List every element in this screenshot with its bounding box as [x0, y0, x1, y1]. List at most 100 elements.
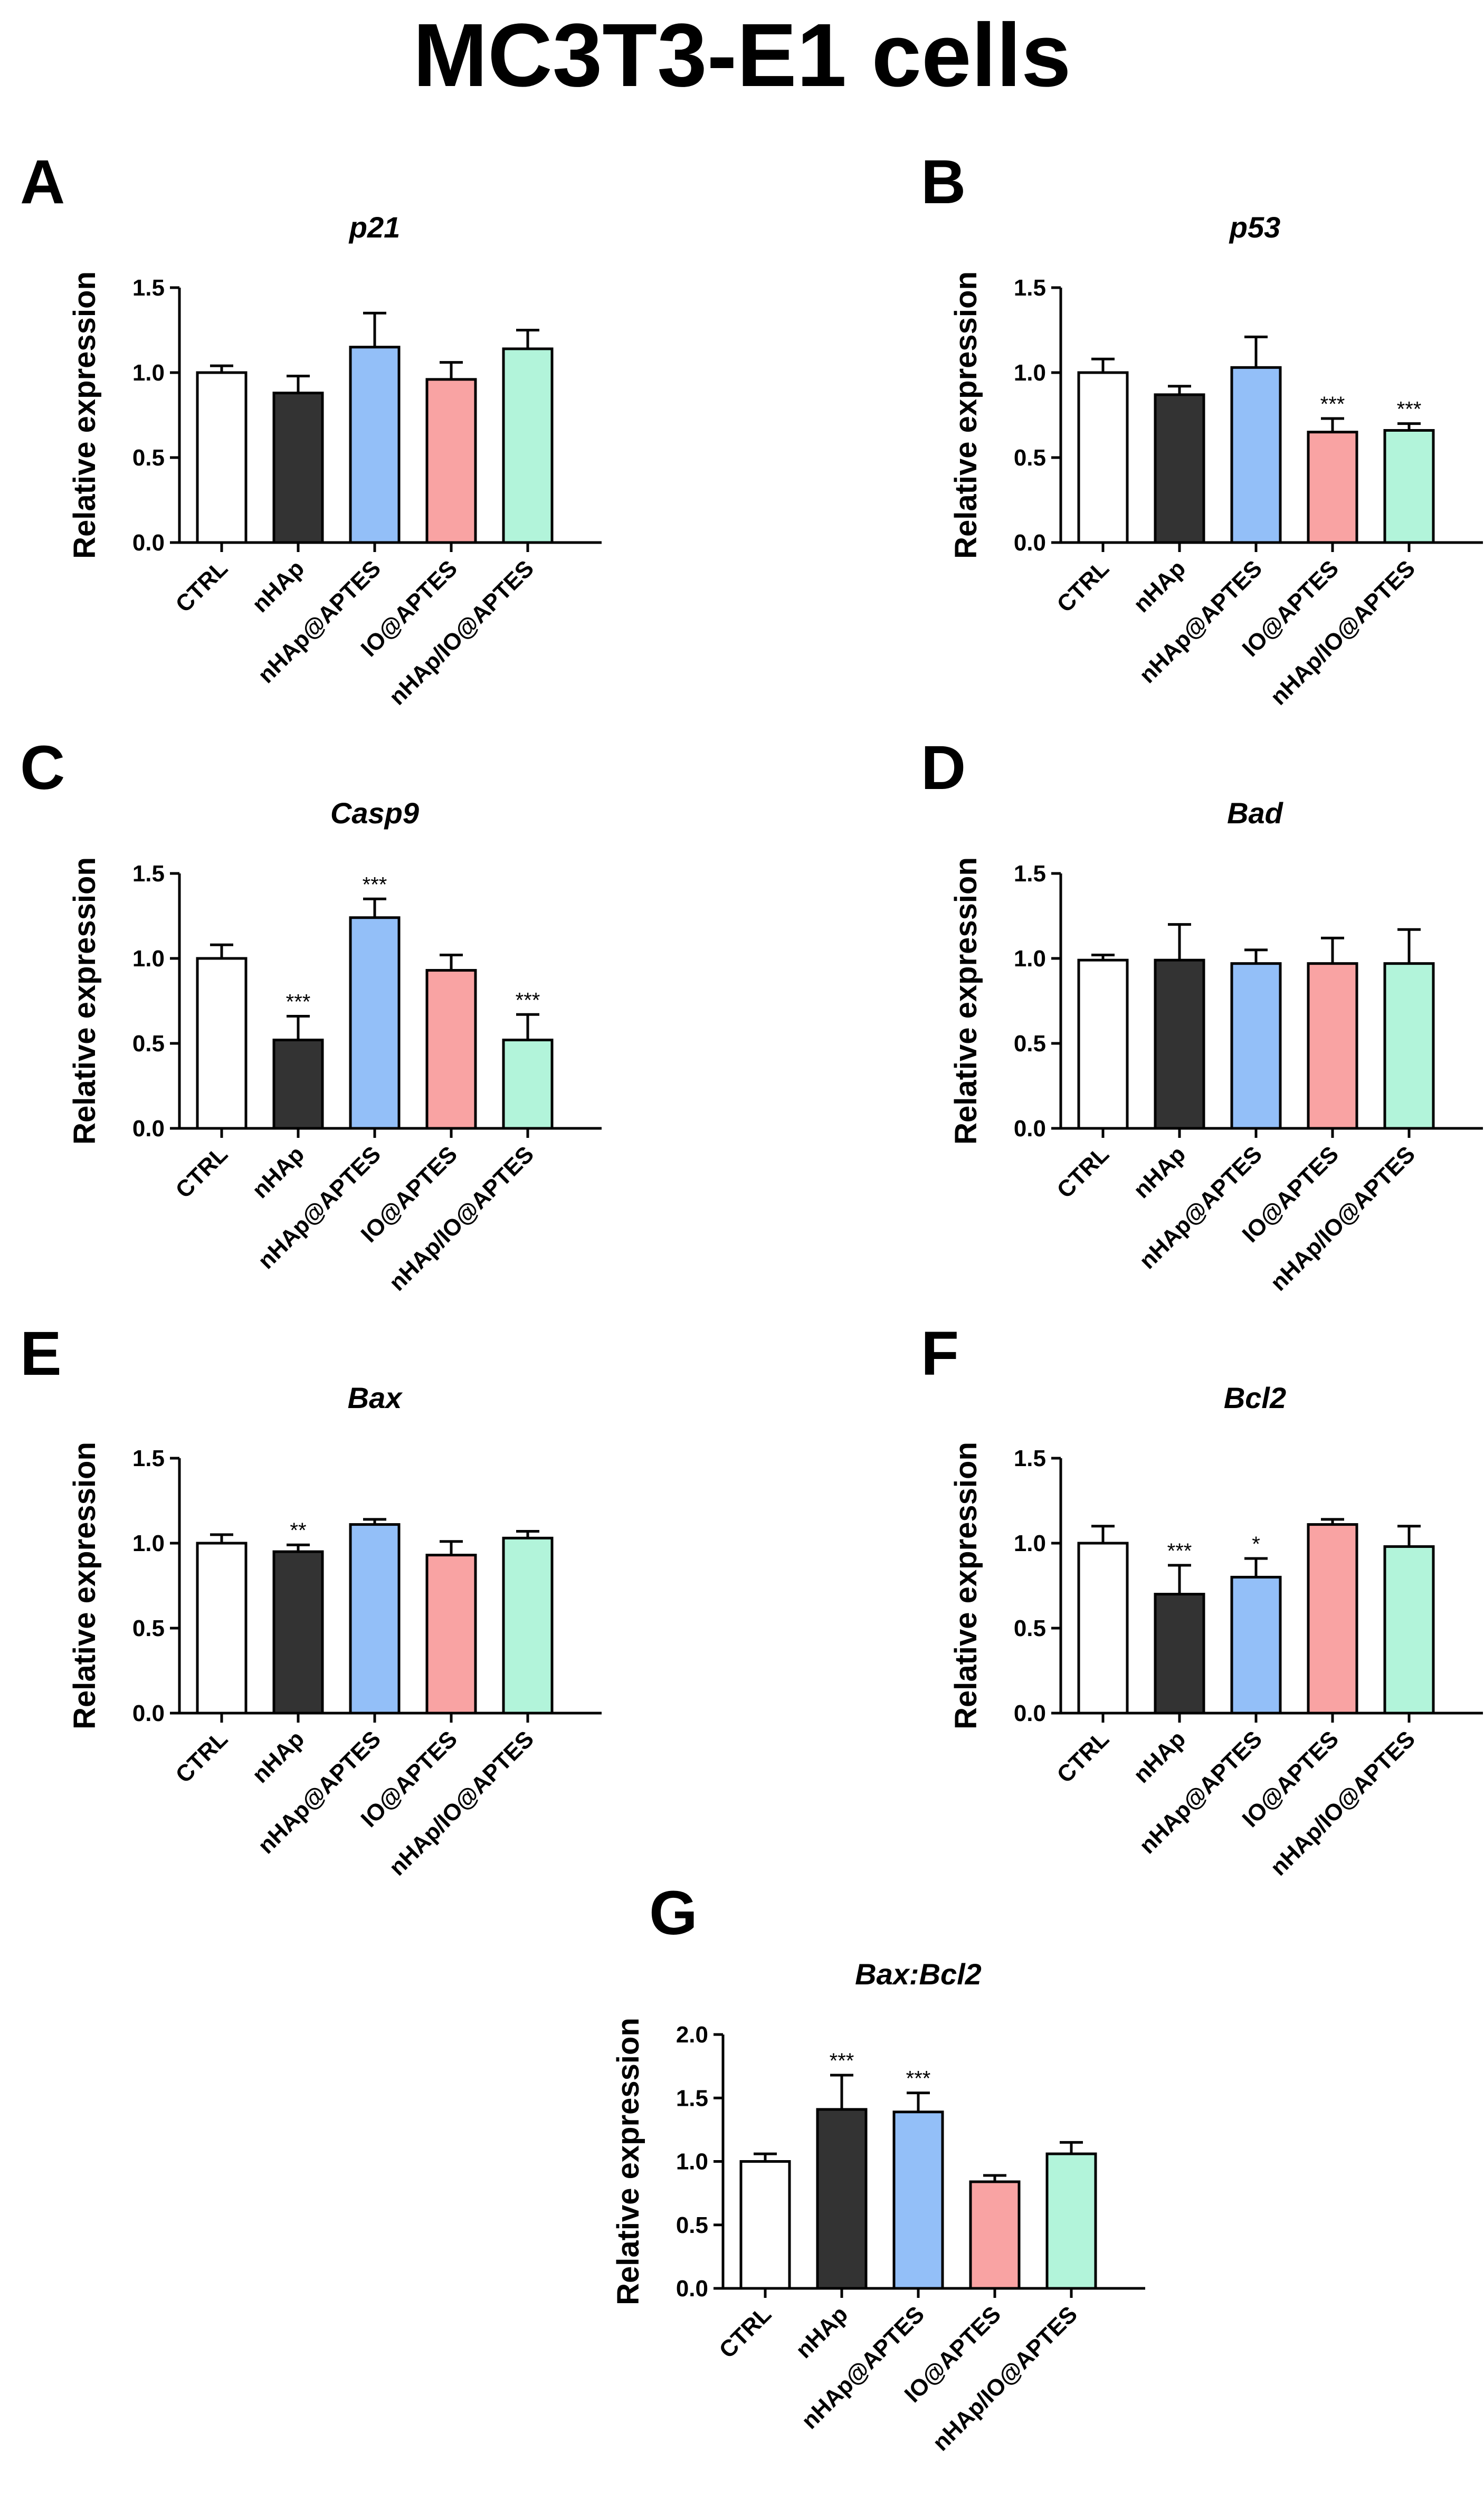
panel-c: C Casp9 Relative expression 0.0 0.5 1.0 1.5 CTR… [20, 733, 602, 1296]
bar-ctrl [739, 2160, 791, 2290]
significance-marker: *** [363, 873, 387, 896]
y-tick-label: 1.0 [132, 360, 165, 386]
x-tick-label: nHAp/IO@APTES [1266, 555, 1420, 710]
y-tick-label: 1.5 [132, 1446, 165, 1471]
bar-io-aptes [969, 2180, 1021, 2290]
y-tick-label: 0.0 [676, 2276, 708, 2302]
significance-marker: *** [1167, 1539, 1192, 1563]
bar-nhap [1154, 393, 1205, 544]
y-tick-label: 0.0 [132, 530, 165, 556]
y-axis-label: Relative expression [611, 2018, 645, 2305]
y-axis-label: Relative expression [949, 1442, 983, 1729]
panel-title: Bax:Bcl2 [855, 1957, 982, 1991]
y-tick-label: 0.5 [132, 1031, 165, 1057]
significance-marker: *** [830, 2049, 854, 2073]
significance-marker: *** [1397, 398, 1422, 421]
y-axis-label: Relative expression [68, 857, 102, 1145]
y-tick-label: 1.0 [132, 946, 165, 972]
significance-marker: *** [1320, 393, 1345, 416]
x-tick-label: nHAp [247, 1726, 309, 1788]
y-tick-label: 1.5 [132, 861, 165, 887]
y-tick-label: 0.5 [676, 2212, 708, 2238]
panel-letter: B [921, 147, 966, 217]
x-tick-label: nHAp/IO@APTES [1266, 1141, 1420, 1296]
y-tick-label: 1.0 [676, 2149, 708, 2175]
y-tick-label: 0.5 [132, 1615, 165, 1641]
x-tick-label: CTRL [170, 1141, 233, 1203]
x-tick-label: nHAp [791, 2301, 853, 2363]
bar-nhap-io-aptes [1383, 962, 1435, 1130]
bar-nhap-io-aptes [502, 1039, 554, 1130]
bar-nhap-aptes [1230, 366, 1282, 544]
panel-letter: F [921, 1319, 959, 1389]
x-tick-label: nHAp/IO@APTES [384, 555, 539, 710]
x-tick-label: CTRL [1052, 1141, 1114, 1203]
y-tick-label: 1.0 [1014, 360, 1046, 386]
y-axis-label: Relative expression [68, 271, 102, 559]
bar-nhap [272, 1039, 324, 1130]
y-tick-label: 0.5 [1014, 1031, 1046, 1057]
y-tick-label: 1.5 [1014, 861, 1046, 887]
panel-letter: D [921, 733, 966, 803]
y-tick-label: 1.0 [1014, 946, 1046, 972]
bar-io-aptes [425, 969, 477, 1130]
bar-nhap-aptes [892, 2111, 944, 2290]
x-tick-label: CTRL [1052, 555, 1114, 617]
bar-nhap-io-aptes [1383, 1545, 1435, 1715]
panel-letter: A [20, 147, 65, 217]
x-tick-label: CTRL [1052, 1726, 1114, 1788]
panel-letter: C [20, 733, 65, 803]
bar-nhap [1154, 1593, 1205, 1715]
y-tick-label: 0.0 [132, 1700, 165, 1726]
bar-ctrl [196, 1542, 248, 1715]
y-tick-label: 2.0 [676, 2022, 708, 2048]
x-tick-label: CTRL [714, 2301, 776, 2363]
x-tick-label: nHAp [1128, 555, 1191, 617]
bar-nhap-io-aptes [1383, 429, 1435, 544]
y-tick-label: 0.5 [132, 445, 165, 471]
bar-ctrl [196, 957, 248, 1130]
significance-marker: *** [906, 2067, 931, 2090]
bar-nhap-io-aptes [502, 347, 554, 544]
y-tick-label: 1.5 [1014, 275, 1046, 301]
y-tick-label: 1.0 [132, 1531, 165, 1556]
y-tick-label: 0.5 [1014, 1615, 1046, 1641]
panel-f: F Bcl2 Relative expression 0.0 0.5 1.0 1.5 CTRL… [921, 1319, 1483, 1881]
y-tick-label: 0.5 [1014, 445, 1046, 471]
panel-title: Bcl2 [1224, 1381, 1286, 1414]
panel-letter: E [20, 1319, 62, 1389]
bar-nhap-io-aptes [1045, 2152, 1097, 2290]
panel-title: Bad [1227, 796, 1284, 830]
bar-ctrl [1077, 371, 1129, 544]
x-tick-label: nHAp [1128, 1141, 1191, 1203]
bar-io-aptes [425, 378, 477, 544]
x-tick-label: nHAp/IO@APTES [384, 1726, 539, 1880]
bar-ctrl [196, 371, 248, 544]
bar-nhap [1154, 958, 1205, 1130]
panel-title: Casp9 [330, 796, 419, 830]
y-tick-label: 0.0 [132, 1116, 165, 1142]
x-tick-label: nHAp [247, 1141, 309, 1203]
y-tick-label: 0.0 [1014, 530, 1046, 556]
bar-nhap [816, 2108, 868, 2290]
bar-nhap-aptes [349, 916, 401, 1130]
bar-nhap [272, 1550, 324, 1715]
significance-marker: *** [286, 990, 311, 1013]
panel-g: G Bax:Bcl2 Relative expression 0.0 0.5 1.0 1.5… [611, 1878, 1145, 2456]
x-tick-label: nHAp/IO@APTES [928, 2301, 1082, 2456]
y-tick-label: 1.0 [1014, 1531, 1046, 1556]
bar-io-aptes [1307, 431, 1358, 544]
bar-nhap-aptes [349, 346, 401, 544]
y-tick-label: 1.5 [676, 2085, 708, 2111]
y-tick-label: 1.5 [1014, 1446, 1046, 1471]
panel-title: p21 [348, 211, 401, 244]
bar-io-aptes [425, 1554, 477, 1715]
y-tick-label: 0.0 [1014, 1700, 1046, 1726]
bar-nhap [272, 392, 324, 544]
bar-nhap-aptes [349, 1523, 401, 1715]
bar-ctrl [1077, 1542, 1129, 1715]
bar-nhap-aptes [1230, 1575, 1282, 1715]
bar-nhap-io-aptes [502, 1536, 554, 1715]
